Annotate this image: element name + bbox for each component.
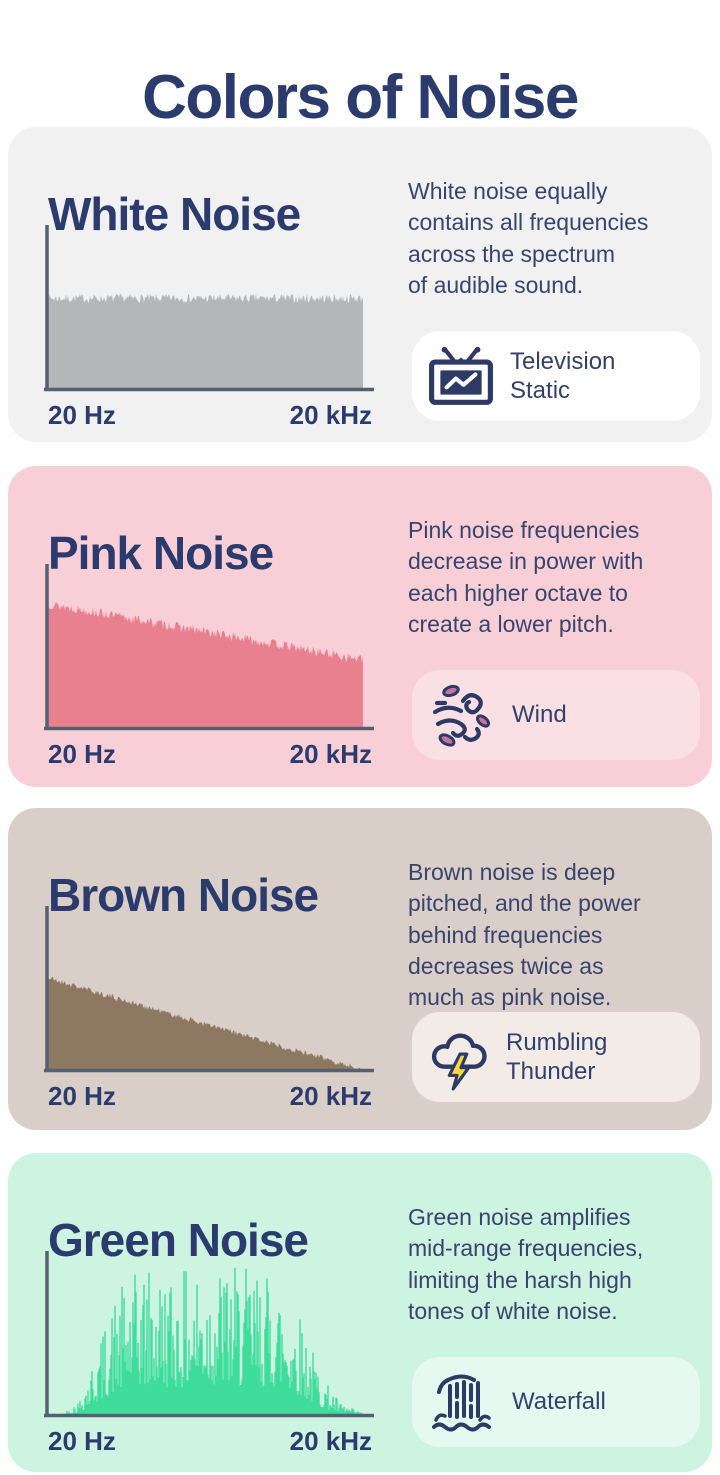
example-chip-television-static: Television Static	[412, 331, 700, 421]
example-chip-wind: Wind	[412, 670, 700, 760]
tick-20hz: 20 Hz	[48, 1081, 116, 1111]
example-chip-label: Waterfall	[512, 1388, 606, 1416]
white-noise-card: White Noise 20 Hz 20 kHz White noise equ…	[8, 127, 712, 442]
example-chip-waterfall: Waterfall	[412, 1357, 700, 1447]
thunder-cloud-icon	[431, 1033, 487, 1091]
tick-20hz: 20 Hz	[48, 400, 116, 430]
tick-20khz: 20 kHz	[289, 1081, 372, 1111]
example-chip-label: Rumbling Thunder	[506, 1028, 608, 1085]
section-title-brown-noise: Brown Noise	[48, 869, 319, 922]
tick-20khz: 20 kHz	[289, 1426, 372, 1456]
example-chip-label: Wind	[512, 701, 567, 729]
waterfall-icon	[432, 1374, 491, 1432]
green-noise-description: Green noise amplifies mid-range frequenc…	[408, 1204, 644, 1324]
tick-20hz: 20 Hz	[48, 739, 116, 769]
section-title-green-noise: Green Noise	[48, 1214, 309, 1267]
green-noise-spectrum-chart	[44, 1251, 374, 1418]
green-noise-card: Green Noise 20 Hz 20 kHz Green noise amp…	[8, 1153, 712, 1472]
section-title-white-noise: White Noise	[48, 188, 301, 241]
x-axis-ticks: 20 Hz 20 kHz	[48, 739, 372, 770]
brown-noise-spectrum-chart	[44, 906, 374, 1073]
example-chip-label: Television Static	[510, 347, 616, 404]
x-axis-ticks: 20 Hz 20 kHz	[48, 1426, 372, 1457]
tick-20hz: 20 Hz	[48, 1426, 116, 1456]
section-title-pink-noise: Pink Noise	[48, 527, 274, 580]
television-static-icon	[429, 346, 493, 405]
tick-20khz: 20 kHz	[289, 400, 372, 430]
brown-noise-description: Brown noise is deep pitched, and the pow…	[408, 859, 641, 1011]
brown-noise-card: Brown Noise 20 Hz 20 kHz Brown noise is …	[8, 808, 712, 1130]
pink-noise-description: Pink noise frequencies decrease in power…	[408, 517, 644, 637]
page-title: Colors of Noise	[142, 62, 579, 132]
pink-noise-spectrum-chart	[44, 564, 374, 731]
x-axis-ticks: 20 Hz 20 kHz	[48, 1081, 372, 1112]
tick-20khz: 20 kHz	[289, 739, 372, 769]
pink-noise-card: Pink Noise 20 Hz 20 kHz Pink noise frequ…	[8, 466, 712, 787]
white-noise-description: White noise equally contains all frequen…	[408, 178, 649, 298]
white-noise-spectrum-chart	[44, 225, 374, 392]
x-axis-ticks: 20 Hz 20 kHz	[48, 400, 372, 431]
example-chip-rumbling-thunder: Rumbling Thunder	[412, 1012, 700, 1102]
wind-icon	[432, 684, 491, 747]
